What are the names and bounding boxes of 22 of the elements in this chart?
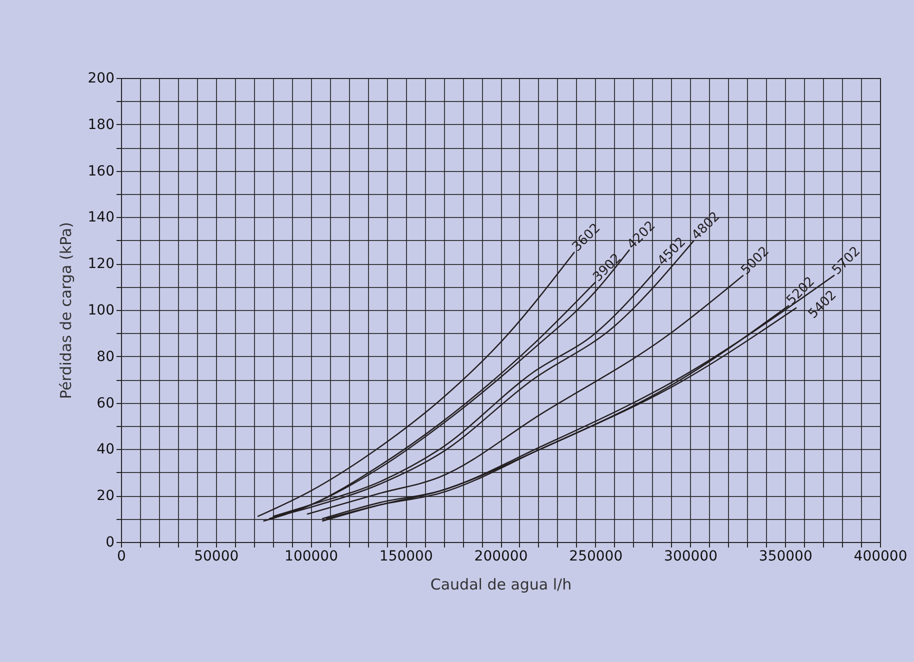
y-tick-label: 140 <box>88 210 114 226</box>
y-tick-label: 60 <box>96 395 114 412</box>
x-axis-title: Caudal de agua l/h <box>430 576 572 594</box>
x-tick-label: 250000 <box>569 548 623 564</box>
x-tick-label: 50000 <box>194 548 239 564</box>
x-tick-label: 100000 <box>284 548 338 564</box>
y-tick-label: 180 <box>88 116 114 133</box>
y-tick-label: 20 <box>96 488 114 504</box>
y-axis-title: Pérdidas de carga (kPa) <box>56 222 75 399</box>
y-tick-label: 100 <box>88 302 114 318</box>
y-tick-label: 160 <box>88 163 114 180</box>
x-tick-label: 150000 <box>379 548 433 564</box>
x-tick-label: 400000 <box>854 548 908 564</box>
y-tick-label: 120 <box>88 256 114 272</box>
x-tick-label: 0 <box>117 548 126 564</box>
y-tick-label: 200 <box>88 70 114 86</box>
y-tick-label: 40 <box>96 442 114 458</box>
y-tick-label: 0 <box>106 534 114 550</box>
x-tick-label: 350000 <box>758 548 812 564</box>
y-tick-label: 80 <box>96 348 114 365</box>
x-tick-label: 300000 <box>664 548 718 564</box>
x-tick-label: 200000 <box>474 548 528 564</box>
